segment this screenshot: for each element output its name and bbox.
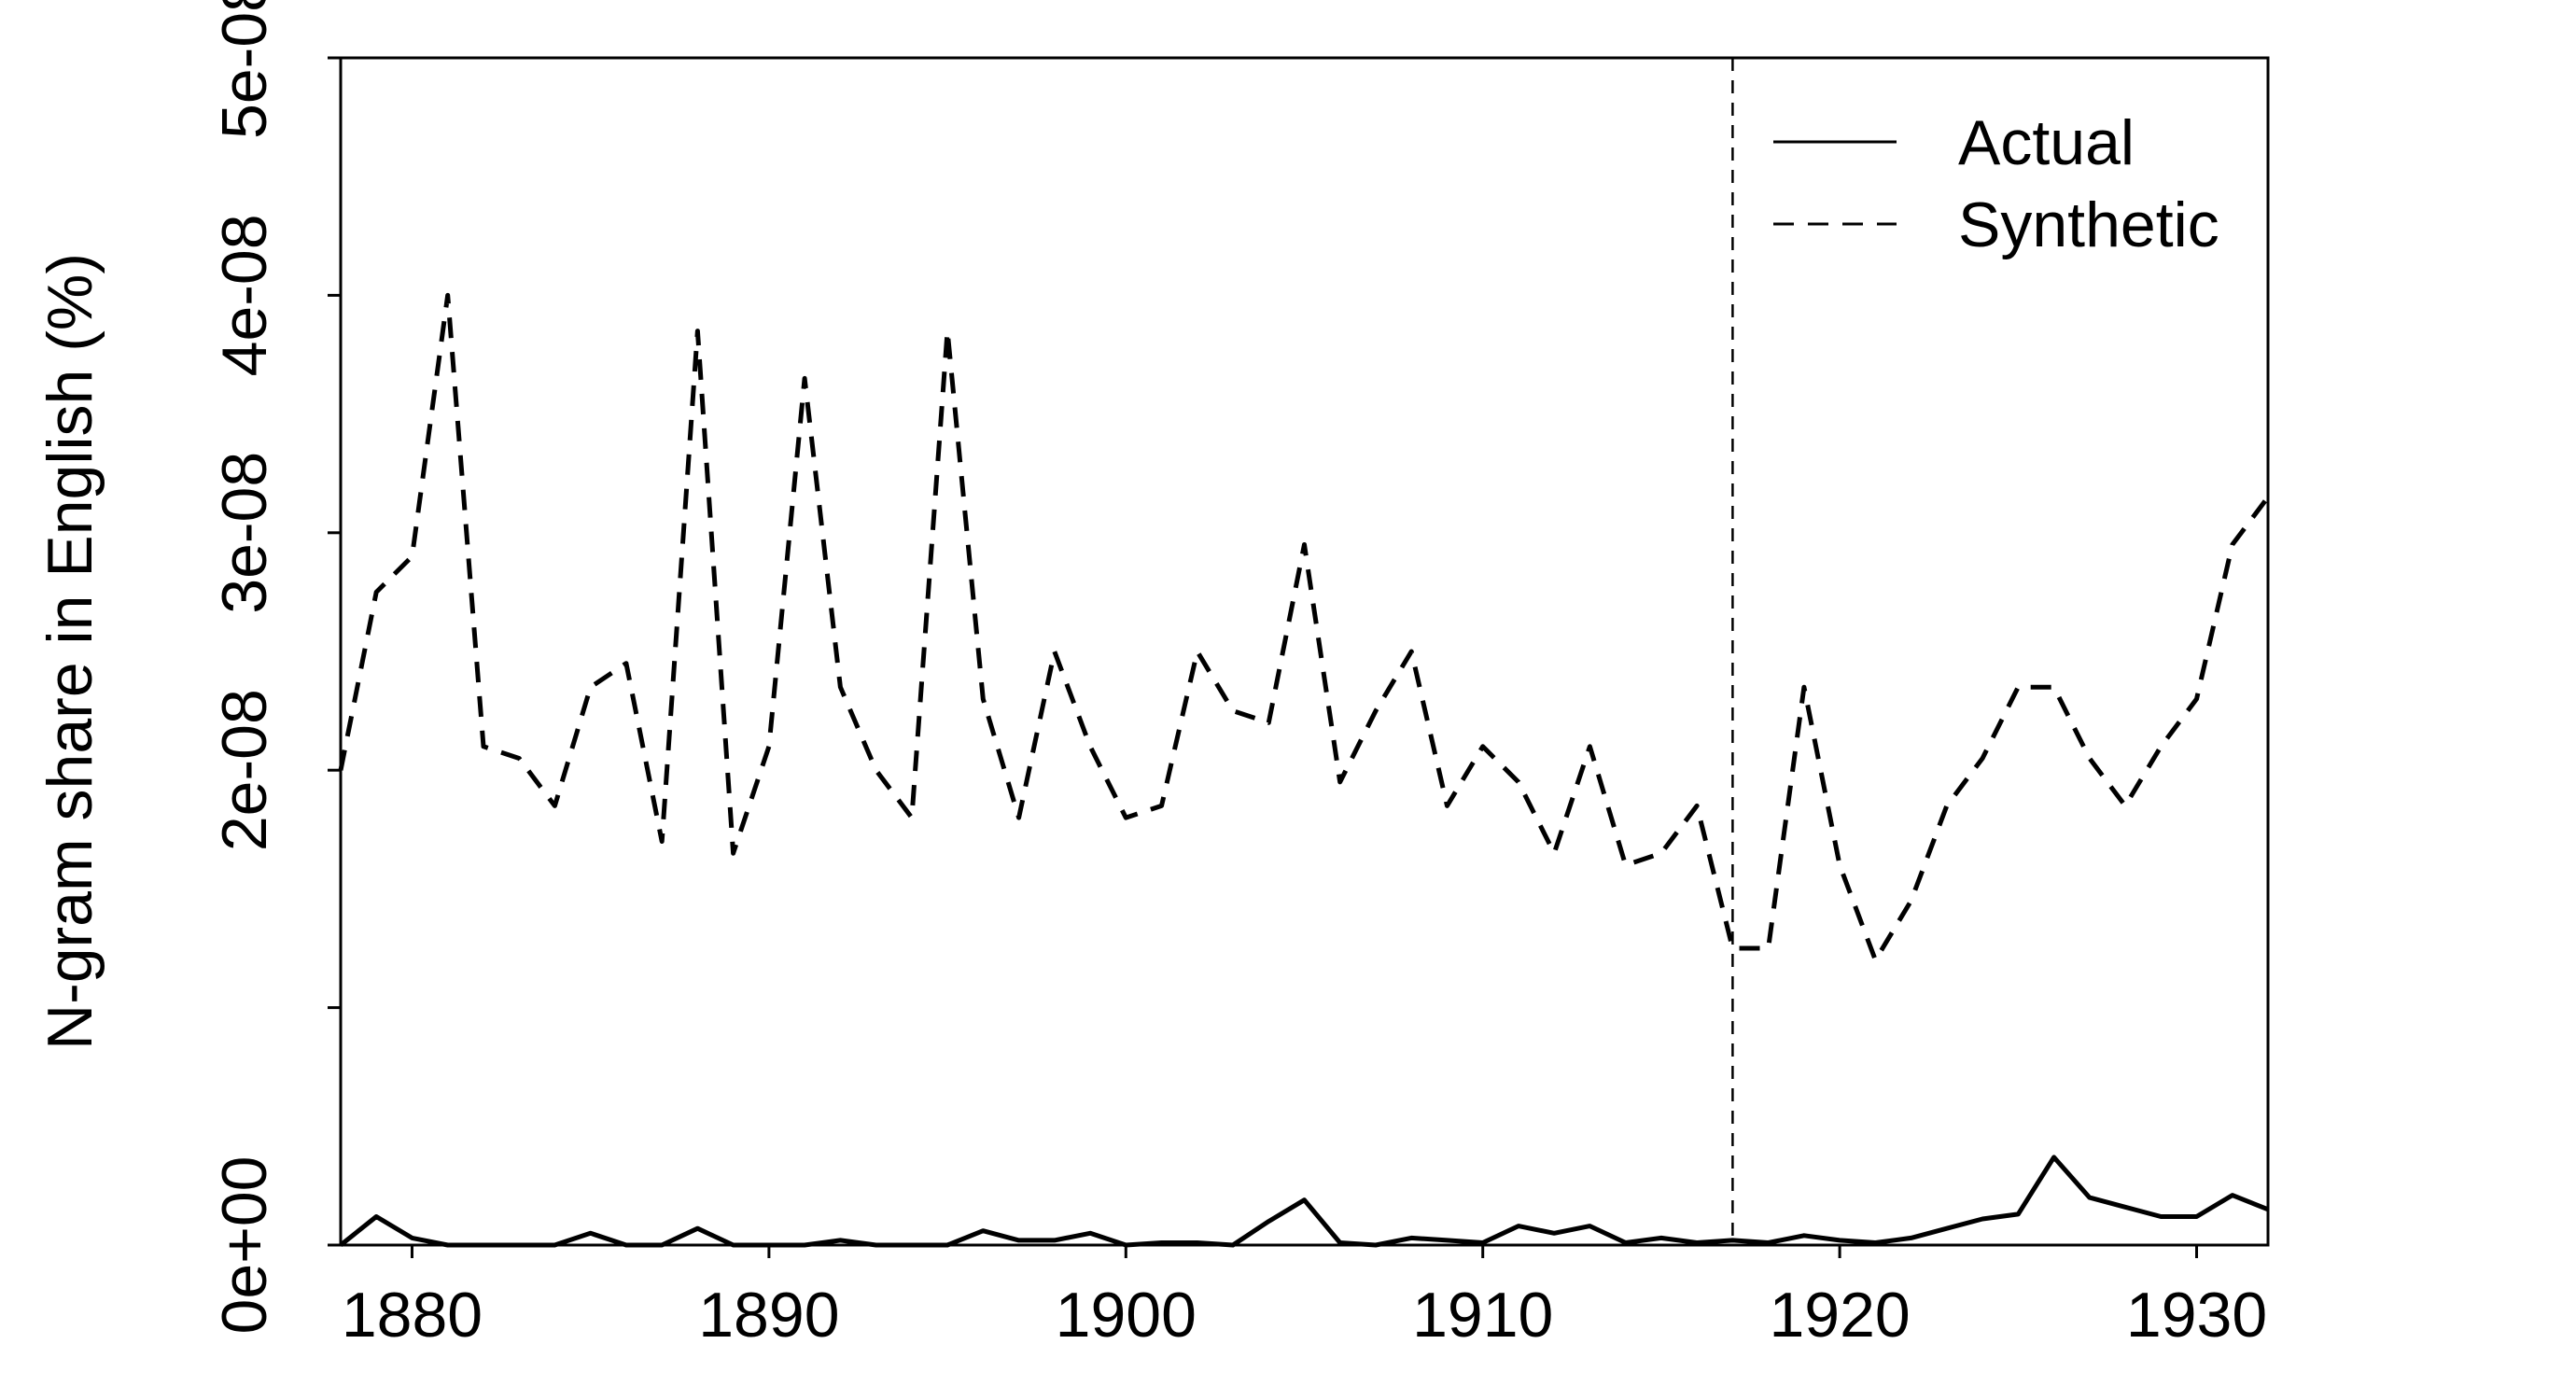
legend-label-synthetic: Synthetic [1958, 189, 2219, 260]
x-tick-label: 1930 [2126, 1280, 2267, 1351]
series-layer [338, 292, 2270, 1248]
y-tick-label: 5e-08 [209, 0, 280, 139]
x-tick-label: 1900 [1056, 1280, 1197, 1351]
series-line-actual [339, 1155, 2269, 1248]
legend: Actual Synthetic [1773, 107, 2219, 260]
y-tick-label: 0e+00 [209, 1156, 280, 1335]
x-tick-label: 1890 [698, 1280, 839, 1351]
y-tick-label: 3e-08 [209, 452, 280, 614]
y-axis: 0e+00 2e-08 3e-08 4e-08 5e-08 [209, 0, 343, 1335]
y-tick-label: 2e-08 [209, 689, 280, 851]
legend-label-actual: Actual [1958, 107, 2135, 178]
x-axis: 1880 1890 1900 1910 1920 1930 [341, 1243, 2268, 1351]
x-tick-label: 1880 [342, 1280, 483, 1351]
x-tick-label: 1910 [1412, 1280, 1553, 1351]
y-tick-label: 4e-08 [209, 214, 280, 376]
x-tick-label: 1920 [1769, 1280, 1910, 1351]
y-axis-label: N-gram share in English (%) [35, 253, 105, 1050]
series-line-synthetic [338, 292, 2270, 963]
